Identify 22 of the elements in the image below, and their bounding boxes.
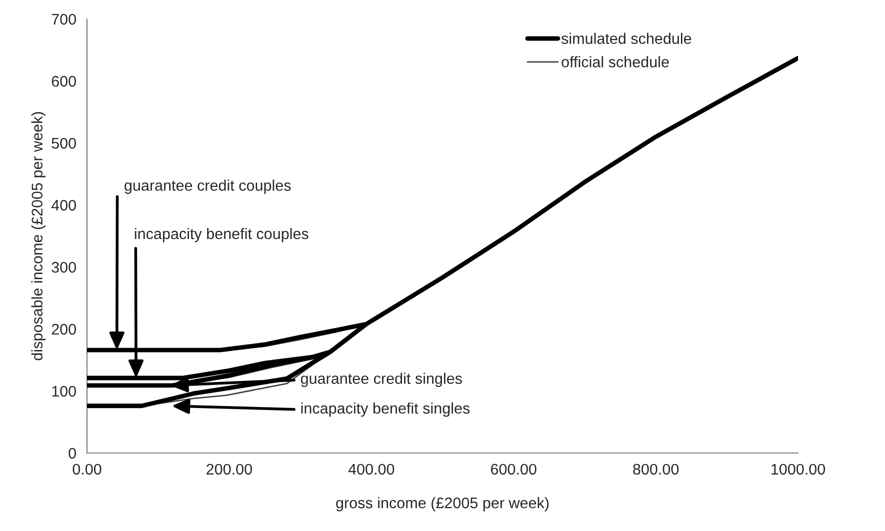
legend-label: simulated schedule: [561, 32, 692, 44]
x-tick-label: 400.00: [348, 464, 394, 475]
y-axis-title: disposable income (£2005 per week): [31, 112, 46, 360]
y-tick-label: 100: [52, 386, 76, 397]
x-tick-label: 0.00: [72, 464, 102, 475]
y-tick-label: 400: [51, 200, 76, 211]
x-tick-label: 200.00: [206, 464, 252, 475]
annotation: incapacity benefit couples: [134, 228, 308, 242]
annotation: guarantee credit singles: [300, 372, 462, 387]
y-tick-label: 0: [68, 448, 76, 459]
y-tick-label: 300: [52, 262, 76, 273]
y-tick-label: 500: [52, 138, 76, 149]
x-axis-title: gross income (£2005 per week): [336, 497, 549, 512]
annotation: incapacity benefit singles: [301, 402, 470, 417]
legend-label: official schedule: [562, 56, 669, 68]
y-tick-label: 600: [52, 76, 76, 87]
annotation: guarantee credit couples: [124, 180, 291, 194]
x-tick-label: 1000.00: [772, 464, 826, 475]
y-tick-label: 200: [52, 324, 76, 335]
x-tick-label: 600.00: [491, 464, 536, 475]
x-tick-label: 800.00: [633, 464, 679, 475]
y-tick-label: 700: [52, 14, 76, 25]
